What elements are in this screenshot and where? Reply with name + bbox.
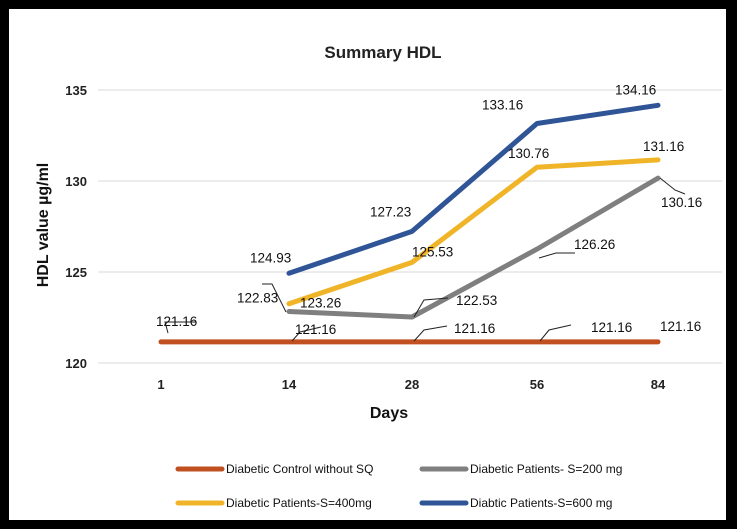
data-label: 130.16 — [661, 195, 702, 210]
data-label: 122.83 — [237, 290, 278, 305]
gridlines — [98, 89, 722, 364]
x-axis-title: Days — [370, 405, 408, 422]
y-axis-title: HDL value µg/ml — [35, 163, 52, 288]
label-leader-line — [539, 324, 572, 342]
label-leader-line — [413, 297, 449, 318]
y-tick-label: 130 — [65, 174, 87, 189]
series-line — [286, 157, 661, 307]
label-leader-line — [413, 325, 448, 342]
x-tick-label: 84 — [651, 377, 666, 392]
data-label: 121.16 — [660, 319, 701, 334]
label-leader-line — [538, 252, 575, 259]
legend-label: Diabetic Patients- S=200 mg — [470, 462, 622, 476]
y-axis-ticks: 120 125 130 135 — [65, 83, 87, 371]
y-tick-label: 125 — [65, 265, 87, 280]
data-label: 133.16 — [482, 97, 523, 112]
data-labels: 121.16 121.16 121.16 121.16 121.16 122.83 122.… — [156, 82, 702, 337]
label-leader-line — [291, 326, 322, 342]
x-tick-label: 28 — [405, 377, 419, 392]
data-label-leaders — [164, 177, 686, 342]
legend-label: Diabetic Patients-S=400mg — [226, 496, 372, 510]
data-label: 121.16 — [591, 320, 632, 335]
x-tick-label: 14 — [282, 377, 297, 392]
data-label: 123.26 — [300, 296, 341, 311]
y-tick-label: 135 — [65, 83, 87, 98]
series-line — [286, 102, 661, 276]
legend: Diabetic Control without SQ Diabetic Pati… — [175, 462, 622, 510]
series-line — [286, 175, 661, 320]
legend-label: Diabtic Patients-S=600 mg — [470, 496, 612, 510]
data-label: 130.76 — [508, 146, 549, 161]
label-leader-line — [262, 283, 287, 313]
data-label: 134.16 — [615, 82, 656, 97]
x-tick-label: 56 — [530, 377, 544, 392]
chart-title: Summary HDL — [324, 43, 441, 62]
data-label: 124.93 — [250, 250, 291, 265]
series-lines — [158, 102, 661, 345]
x-tick-label: 1 — [157, 377, 164, 392]
data-label: 125.53 — [412, 244, 453, 259]
data-label: 122.53 — [456, 293, 497, 308]
legend-label: Diabetic Control without SQ — [226, 462, 373, 476]
data-label: 121.16 — [156, 314, 197, 329]
y-tick-label: 120 — [65, 356, 87, 371]
data-label: 131.16 — [643, 139, 684, 154]
data-label: 126.26 — [574, 237, 615, 252]
label-leader-line — [164, 321, 196, 334]
data-label: 121.16 — [295, 322, 336, 337]
data-label: 127.23 — [370, 204, 411, 219]
data-label: 121.16 — [454, 321, 495, 336]
x-axis-ticks: 1 14 28 56 84 — [157, 377, 666, 392]
label-leader-line — [659, 177, 686, 195]
